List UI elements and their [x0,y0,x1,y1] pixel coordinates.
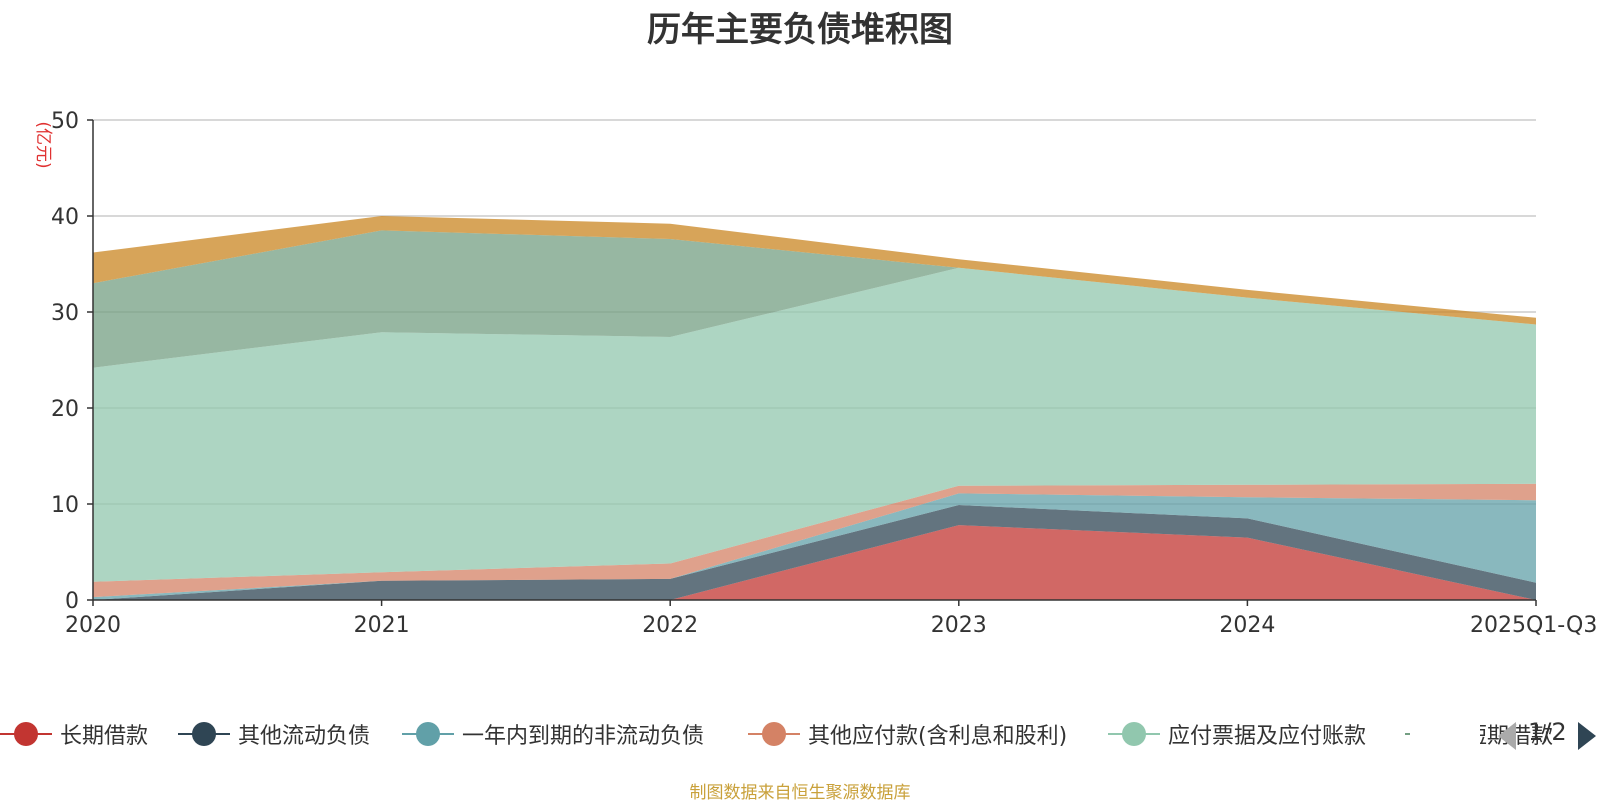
area-series-3[interactable] [93,493,1536,600]
y-tick-label: 20 [51,397,79,422]
x-tick-label: 2020 [65,613,121,638]
legend-swatch-icon [178,720,230,748]
legend-page-indicator: 1/2 [1528,718,1567,746]
legend-item[interactable]: 其他流动负债 [178,716,370,752]
legend-label: 其他应付款(含利息和股利) [808,724,1068,749]
legend-swatch-icon [1108,720,1160,748]
chart-title: 历年主要负债堆积图 [647,10,953,50]
area-chart: 0 10 20 30 40 50 2020 2021 2022 2023 2024 2025Q1-Q3… [33,109,1597,638]
x-tick-label: 2024 [1219,613,1275,638]
data-source-note: 制图数据来自恒生聚源数据库 [689,783,911,803]
legend-swatch-icon [0,720,52,748]
y-axis-unit-label: (亿元) [33,121,53,168]
chart-legend: 长期借款 其他流动负债 一年内到期的非流动负债 其他应付款(含利息和股利) 应付票据及应… [0,716,1600,752]
legend-item[interactable]: 应付票据及应付账款 [1108,716,1366,752]
area-series-2[interactable] [93,505,1536,600]
area-series-6[interactable] [93,230,1536,368]
area-series-4[interactable] [93,483,1536,598]
x-tick-label: 2021 [354,613,410,638]
legend-overflow-mask [1410,716,1480,752]
legend-label: 一年内到期的非流动负债 [462,724,705,749]
y-tick-label: 40 [51,205,79,230]
x-tick-label: 2025Q1-Q3 [1470,613,1597,638]
legend-label: 长期借款 [60,724,149,749]
y-tick-label: 10 [51,493,79,518]
area-series [93,216,1536,600]
legend-swatch-icon [748,720,800,748]
y-tick-label: 30 [51,301,79,326]
legend-swatch-icon [402,720,454,748]
y-tick-label: 50 [51,109,79,134]
legend-next-page-icon[interactable] [1578,722,1596,750]
y-tick-label: 0 [65,589,79,614]
legend-item[interactable]: 一年内到期的非流动负债 [402,716,704,752]
legend-item[interactable]: 其他应付款(含利息和股利) [748,716,1067,752]
axes: 0 10 20 30 40 50 2020 2021 2022 2023 2024 2025Q1-Q3 [51,109,1597,638]
legend-label: 应付票据及应付账款 [1168,724,1367,749]
area-series-5[interactable] [93,267,1536,582]
legend-item[interactable]: 长期借款 [0,716,148,752]
x-tick-label: 2023 [931,613,987,638]
legend-label: 其他流动负债 [238,724,371,749]
legend-prev-page-icon[interactable] [1498,722,1516,750]
x-tick-label: 2022 [642,613,698,638]
